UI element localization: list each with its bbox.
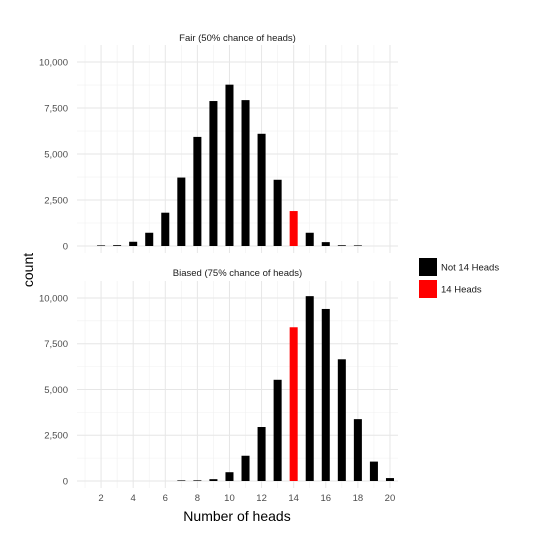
bar-x7 — [177, 178, 185, 246]
x-axis-label: Number of heads — [183, 508, 290, 524]
gridlines — [77, 45, 398, 253]
bar-x17 — [338, 245, 346, 246]
bar-x9 — [209, 479, 217, 481]
bar-x13 — [274, 180, 282, 246]
legend-swatch — [419, 258, 437, 276]
bar-x9 — [209, 101, 217, 246]
y-tick-label: 7,500 — [44, 339, 68, 350]
x-tick-label: 4 — [131, 493, 136, 504]
legend-item: Not 14 Heads — [419, 258, 499, 276]
bar-x3 — [113, 245, 121, 246]
y-tick-label: 0 — [63, 477, 68, 488]
bar-x16 — [322, 242, 330, 246]
bar-x18 — [354, 245, 362, 246]
bars — [177, 296, 394, 481]
bar-x20 — [386, 478, 394, 481]
bar-x5 — [145, 233, 153, 246]
legend-label: 14 Heads — [441, 285, 482, 296]
x-tick-label: 14 — [288, 493, 299, 504]
y-tick-label: 5,000 — [44, 150, 68, 161]
bar-x13 — [274, 380, 282, 481]
y-tick-label: 7,500 — [44, 104, 68, 115]
legend-label: Not 14 Heads — [441, 263, 499, 274]
bar-x19 — [370, 462, 378, 481]
panel-title: Biased (75% chance of heads) — [173, 268, 302, 279]
bar-x7 — [177, 480, 185, 481]
x-tick-label: 6 — [163, 493, 168, 504]
y-tick-label: 5,000 — [44, 385, 68, 396]
panel-1: 0 2,500 5,000 7,500 10,000 Fair (50% chance o… — [39, 33, 398, 253]
x-tick-label: 10 — [224, 493, 235, 504]
bar-x4 — [129, 242, 137, 246]
bar-x11 — [242, 100, 250, 246]
bar-x8 — [193, 137, 201, 246]
bar-x12 — [258, 427, 266, 481]
x-tick-label: 20 — [385, 493, 396, 504]
y-tick-label: 2,500 — [44, 431, 68, 442]
x-tick-label: 16 — [320, 493, 331, 504]
legend-swatch — [419, 280, 437, 298]
bar-x10 — [225, 472, 233, 481]
bar-x11 — [242, 456, 250, 481]
legend: Not 14 Heads 14 Heads — [419, 258, 499, 298]
bar-x18 — [354, 419, 362, 481]
gridlines — [77, 281, 398, 488]
y-tick-label: 2,500 — [44, 196, 68, 207]
y-tick-label: 10,000 — [39, 58, 68, 69]
y-axis-label: count — [20, 253, 36, 287]
y-tick-label: 0 — [63, 242, 68, 253]
bar-x14 — [290, 327, 298, 481]
legend-item: 14 Heads — [419, 280, 482, 298]
bars — [97, 85, 362, 246]
panels: 0 2,500 5,000 7,500 10,000 Fair (50% chance o… — [39, 33, 398, 504]
bar-x15 — [306, 233, 314, 246]
x-tick-label: 8 — [195, 493, 200, 504]
panel-title: Fair (50% chance of heads) — [179, 33, 296, 44]
bar-x2 — [97, 245, 105, 246]
x-tick-label: 18 — [353, 493, 364, 504]
bar-x12 — [258, 134, 266, 246]
x-tick-label: 12 — [256, 493, 267, 504]
bar-x14 — [290, 211, 298, 246]
bar-x15 — [306, 296, 314, 481]
x-tick-label: 2 — [98, 493, 103, 504]
bar-x10 — [225, 85, 233, 246]
bar-x17 — [338, 359, 346, 481]
bar-x8 — [193, 480, 201, 481]
y-tick-label: 10,000 — [39, 293, 68, 304]
bar-x16 — [322, 309, 330, 481]
bar-x6 — [161, 213, 169, 246]
panel-2: 0 2,500 5,000 7,500 10,000 Biased (75% chance… — [39, 268, 398, 504]
